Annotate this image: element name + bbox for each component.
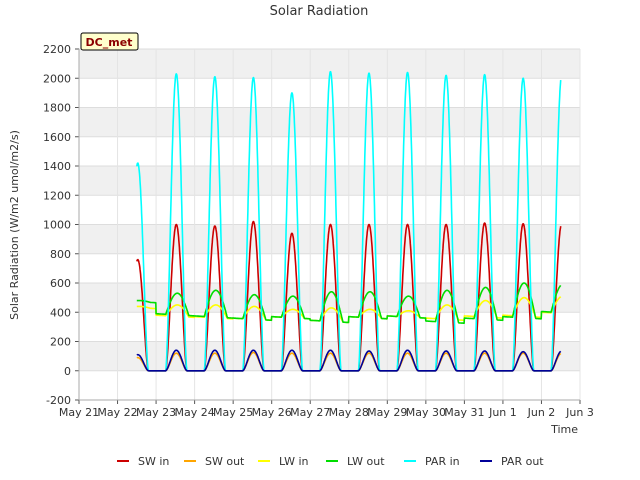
background-band xyxy=(79,107,580,137)
y-tick-label: 1400 xyxy=(43,160,71,173)
y-tick-label: 600 xyxy=(50,277,71,290)
x-tick-label: May 27 xyxy=(290,406,330,419)
y-tick-label: -200 xyxy=(46,394,71,407)
x-tick-label: Jun 1 xyxy=(488,406,517,419)
legend-label: PAR out xyxy=(501,455,544,468)
x-axis-label: Time xyxy=(550,423,578,436)
y-tick-label: 1800 xyxy=(43,102,71,115)
y-tick-label: 1200 xyxy=(43,189,71,202)
x-tick-label: May 30 xyxy=(406,406,446,419)
legend-label: LW out xyxy=(347,455,385,468)
legend-label: SW in xyxy=(138,455,169,468)
background-band xyxy=(79,283,580,313)
y-tick-label: 1600 xyxy=(43,131,71,144)
y-tick-label: 800 xyxy=(50,248,71,261)
x-tick-label: May 26 xyxy=(252,406,292,419)
legend-label: PAR in xyxy=(425,455,460,468)
x-tick-label: May 29 xyxy=(367,406,407,419)
chart-title: Solar Radiation xyxy=(270,4,369,19)
y-tick-label: 0 xyxy=(64,365,71,378)
legend-label: LW in xyxy=(279,455,309,468)
x-tick-label: May 25 xyxy=(213,406,253,419)
y-axis-label: Solar Radiation (W/m2 umol/m2/s) xyxy=(8,130,21,320)
series-lines xyxy=(136,70,562,372)
x-tick-label: Jun 3 xyxy=(565,406,594,419)
x-tick-label: May 28 xyxy=(329,406,369,419)
dc-met-annotation: DC_met xyxy=(80,32,139,51)
y-axis: -200 0 200 400 600 800 1000 1200 1400 1600 1800 200… xyxy=(43,43,80,407)
x-tick-label: May 22 xyxy=(97,406,137,419)
y-tick-label: 2000 xyxy=(43,72,71,85)
y-tick-label: 2200 xyxy=(43,43,71,56)
x-tick-label: May 24 xyxy=(174,406,214,419)
x-tick-label: May 31 xyxy=(444,406,484,419)
legend-label: SW out xyxy=(205,455,245,468)
legend: SW in SW out LW in LW out PAR in PAR out xyxy=(117,455,544,468)
series-line xyxy=(136,349,562,372)
background-band xyxy=(79,166,580,196)
x-tick-label: May 23 xyxy=(136,406,176,419)
y-tick-label: 400 xyxy=(50,306,71,319)
y-tick-label: 1000 xyxy=(43,219,71,232)
y-tick-label: 200 xyxy=(50,336,71,349)
x-tick-label: May 21 xyxy=(59,406,99,419)
x-tick-label: Jun 2 xyxy=(527,406,556,419)
background-band xyxy=(79,341,580,371)
annotation-label: DC_met xyxy=(86,36,133,49)
